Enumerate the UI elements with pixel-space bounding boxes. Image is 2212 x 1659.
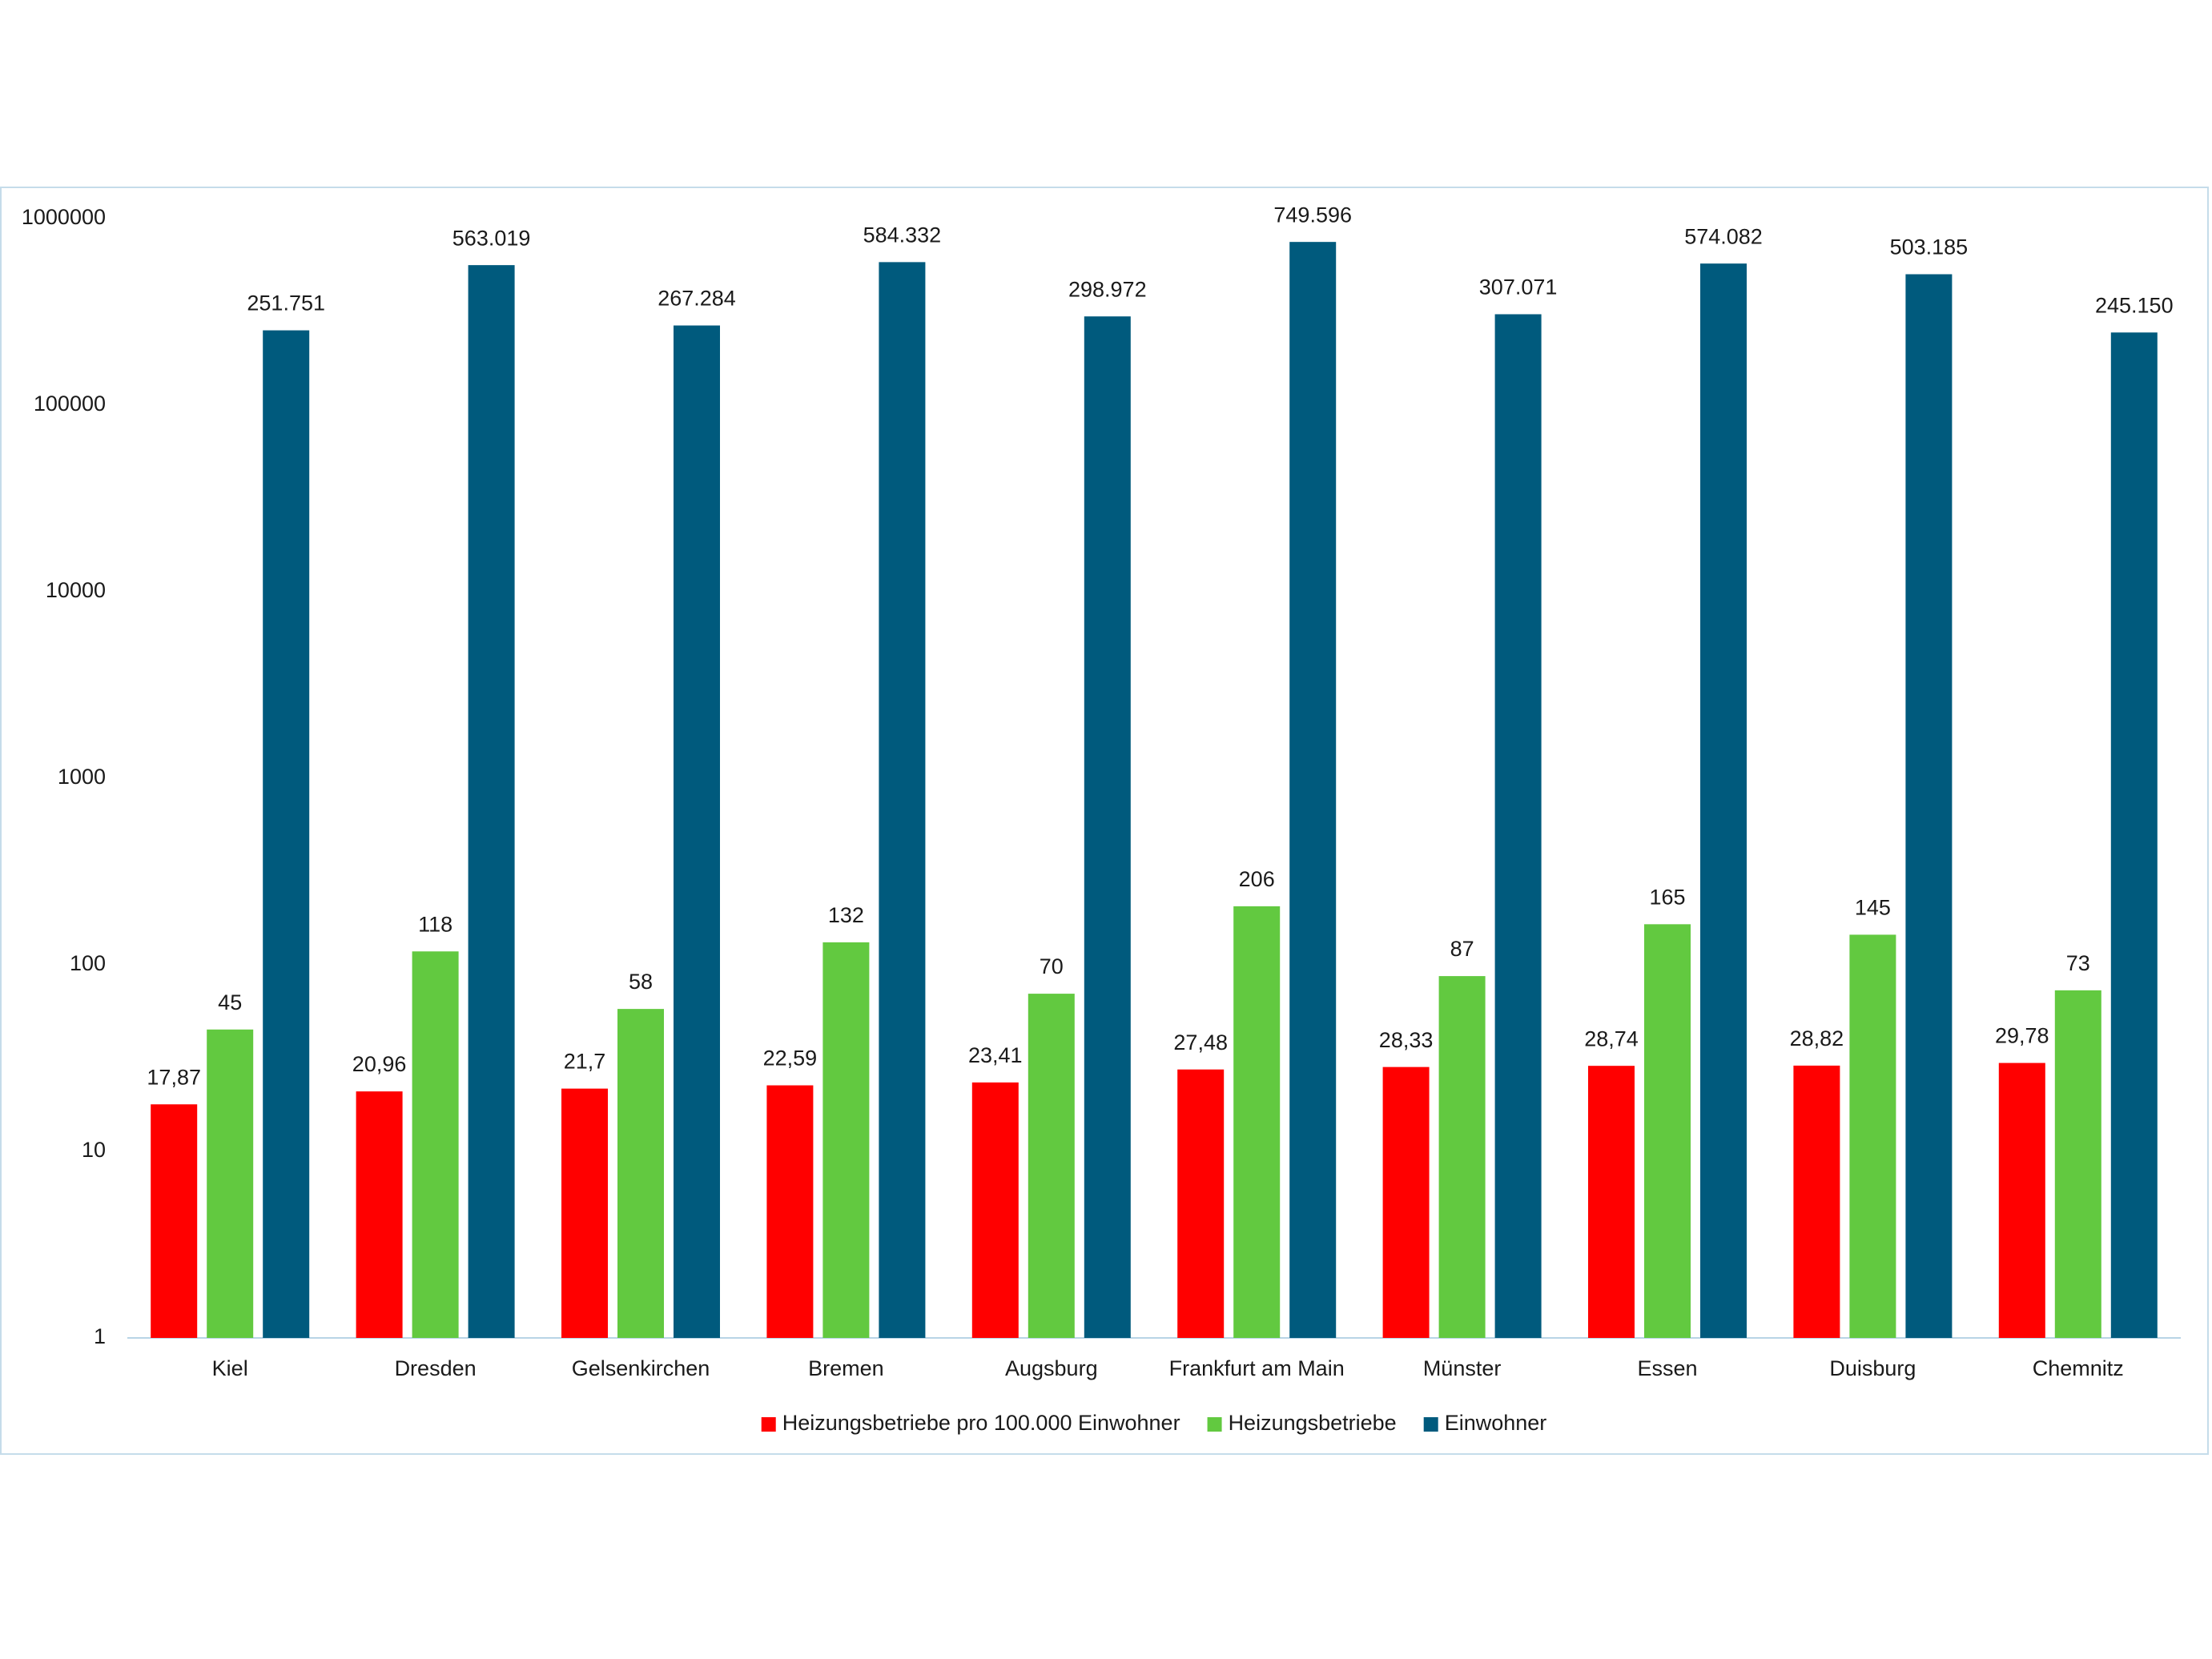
bar	[1438, 976, 1486, 1338]
x-tick-label: Frankfurt am Main	[1169, 1356, 1345, 1380]
value-label: 22,59	[763, 1046, 818, 1071]
legend-label: Heizungsbetriebe	[1229, 1411, 1397, 1435]
x-tick-label: Kiel	[212, 1356, 248, 1380]
value-label: 251.751	[247, 291, 325, 315]
bar	[879, 262, 926, 1338]
value-label: 70	[1040, 954, 1064, 978]
value-label: 28,33	[1379, 1028, 1434, 1052]
legend-swatch	[1423, 1417, 1438, 1432]
bar	[151, 1104, 198, 1338]
bar	[356, 1091, 403, 1338]
bar	[412, 951, 459, 1338]
bar	[468, 265, 515, 1338]
y-tick-label: 1000	[58, 765, 106, 789]
value-label: 23,41	[968, 1043, 1023, 1067]
legend-swatch	[1207, 1417, 1222, 1432]
value-label: 206	[1239, 867, 1275, 891]
x-tick-label: Duisburg	[1829, 1356, 1916, 1380]
bar	[2110, 332, 2158, 1339]
bar	[1494, 314, 1542, 1338]
bar	[207, 1029, 254, 1338]
y-tick-label: 1	[94, 1324, 106, 1348]
bar	[617, 1009, 664, 1338]
value-label: 21,7	[564, 1050, 606, 1074]
bar	[2054, 990, 2101, 1338]
y-tick-label: 100000	[34, 392, 106, 416]
value-label: 245.150	[2095, 293, 2174, 317]
bar	[1793, 1065, 1840, 1338]
value-label: 118	[418, 912, 452, 936]
bar	[971, 1082, 1019, 1338]
value-label: 27,48	[1173, 1030, 1228, 1054]
value-label: 298.972	[1068, 277, 1147, 301]
value-label: 87	[1450, 937, 1474, 961]
y-tick-label: 1000000	[22, 205, 106, 229]
bar	[1382, 1066, 1430, 1338]
bar	[766, 1085, 814, 1338]
bar	[1588, 1066, 1635, 1338]
chart-frame	[0, 187, 2209, 1455]
bar	[1028, 994, 1075, 1338]
bar	[1998, 1062, 2045, 1338]
bar	[822, 942, 870, 1338]
value-label: 28,74	[1584, 1026, 1639, 1050]
bar	[1849, 934, 1896, 1338]
value-label: 28,82	[1790, 1026, 1844, 1050]
x-tick-label: Augsburg	[1005, 1356, 1098, 1380]
bar	[1289, 242, 1337, 1338]
x-tick-label: Gelsenkirchen	[572, 1356, 710, 1380]
bar	[263, 330, 310, 1338]
bar	[1233, 906, 1281, 1338]
y-tick-label: 10000	[46, 578, 106, 602]
value-label: 307.071	[1479, 275, 1558, 299]
value-label: 749.596	[1273, 203, 1352, 227]
value-label: 58	[629, 970, 653, 994]
value-label: 584.332	[863, 223, 942, 247]
value-label: 165	[1649, 885, 1685, 909]
bar	[674, 325, 720, 1339]
value-label: 45	[218, 990, 242, 1014]
bar	[561, 1088, 608, 1338]
bar	[1644, 924, 1691, 1338]
legend-label: Heizungsbetriebe pro 100.000 Einwohner	[782, 1411, 1180, 1435]
legend-label: Einwohner	[1445, 1411, 1547, 1435]
x-tick-label: Chemnitz	[2033, 1356, 2124, 1380]
legend-swatch	[761, 1417, 776, 1432]
value-label: 73	[2066, 951, 2090, 975]
value-label: 17,87	[147, 1065, 201, 1089]
value-label: 132	[828, 903, 864, 927]
bar	[1177, 1069, 1225, 1338]
value-label: 29,78	[1995, 1024, 2049, 1048]
bar	[1905, 274, 1953, 1338]
y-tick-label: 100	[70, 951, 106, 975]
bar	[1700, 263, 1747, 1339]
value-label: 145	[1855, 896, 1891, 920]
x-tick-label: Münster	[1423, 1356, 1502, 1380]
value-label: 574.082	[1684, 224, 1763, 248]
y-tick-label: 10	[82, 1138, 106, 1162]
value-label: 563.019	[452, 226, 531, 250]
x-tick-label: Bremen	[808, 1356, 884, 1380]
value-label: 20,96	[352, 1052, 407, 1076]
value-label: 503.185	[1890, 235, 1969, 259]
value-label: 267.284	[658, 287, 736, 311]
bar	[1084, 316, 1131, 1338]
x-tick-label: Dresden	[395, 1356, 477, 1380]
x-tick-label: Essen	[1637, 1356, 1697, 1380]
